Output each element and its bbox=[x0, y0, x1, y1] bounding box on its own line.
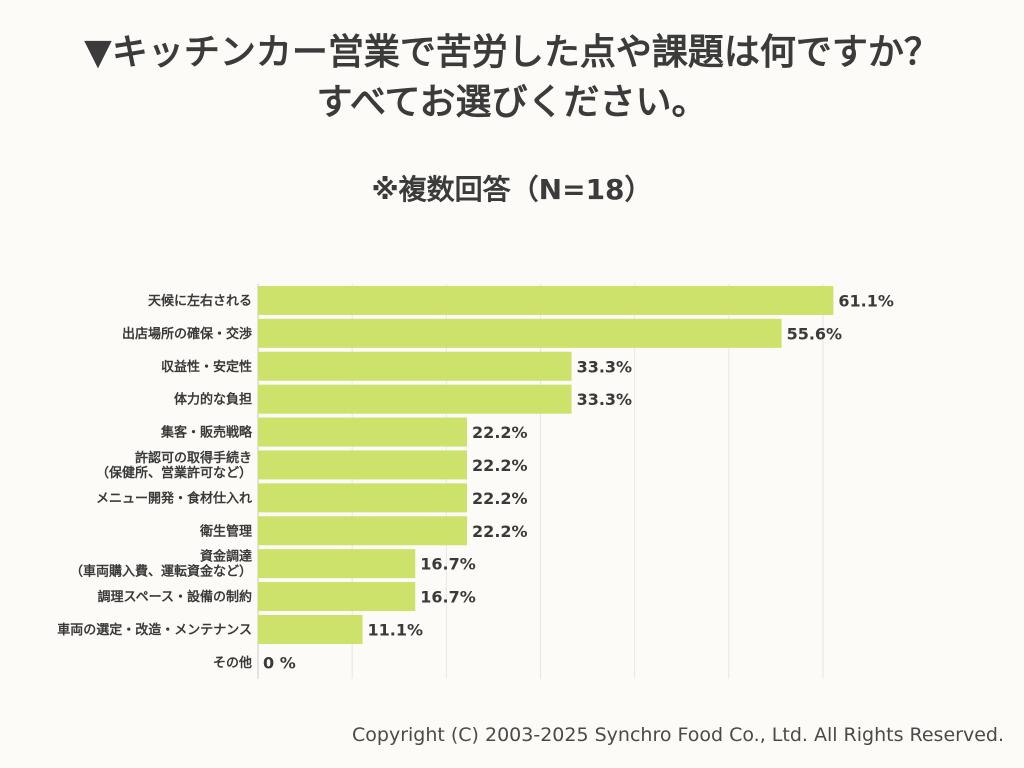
category-label: 衛生管理 bbox=[199, 523, 252, 539]
value-label: 0 % bbox=[263, 653, 296, 672]
bar bbox=[258, 483, 468, 513]
category-label: 収益性・安定性 bbox=[161, 359, 252, 375]
title-line-2: すべてお選びください。 bbox=[316, 82, 708, 123]
value-label: 61.1% bbox=[838, 291, 894, 310]
bar bbox=[258, 417, 468, 447]
value-label: 55.6% bbox=[787, 324, 843, 343]
bar bbox=[258, 614, 363, 644]
copyright-text: Copyright (C) 2003-2025 Synchro Food Co.… bbox=[352, 724, 1004, 746]
category-label: 出店場所の確保・交渉 bbox=[122, 326, 252, 342]
value-label: 16.7% bbox=[420, 555, 476, 574]
bar bbox=[258, 285, 834, 315]
title-line-1: ▼キッチンカー営業で苦労した点や課題は何ですか？ bbox=[84, 32, 940, 73]
value-label: 22.2% bbox=[472, 489, 528, 508]
category-label: 天候に左右される bbox=[148, 293, 252, 309]
value-label: 22.2% bbox=[472, 522, 528, 541]
category-label: その他 bbox=[213, 655, 252, 671]
bar bbox=[258, 549, 416, 579]
category-label: 車両の選定・改造・メンテナンス bbox=[57, 622, 252, 638]
bar bbox=[258, 450, 468, 480]
value-label: 11.1% bbox=[368, 620, 424, 639]
category-label: メニュー開発・食材仕入れ bbox=[96, 490, 252, 506]
category-label: 資金調達（車両購入費、運転資金など） bbox=[70, 549, 252, 580]
value-label: 33.3% bbox=[577, 357, 633, 376]
bar bbox=[258, 384, 572, 414]
value-label: 22.2% bbox=[472, 423, 528, 442]
bar bbox=[258, 351, 572, 381]
bar-chart: 天候に左右される 61.1% 出店場所の確保・交渉 55.6% 収益性・安定性 33.3%… bbox=[57, 284, 894, 679]
category-label: 許認可の取得手続き（保健所、営業許可など） bbox=[96, 450, 252, 481]
category-label: 調理スペース・設備の制約 bbox=[98, 589, 252, 605]
chart-title: ▼キッチンカー営業で苦労した点や課題は何ですか？ すべてお選びください。 bbox=[0, 28, 1024, 128]
category-label: 集客・販売戦略 bbox=[160, 425, 253, 441]
bar bbox=[258, 582, 416, 612]
chart-subtitle: ※複数回答（N=18） bbox=[371, 173, 653, 206]
bar bbox=[258, 318, 782, 348]
bar bbox=[258, 516, 468, 546]
value-label: 22.2% bbox=[472, 456, 528, 475]
value-label: 33.3% bbox=[577, 390, 633, 409]
value-label: 16.7% bbox=[420, 588, 476, 607]
category-label: 体力的な負担 bbox=[174, 392, 252, 408]
